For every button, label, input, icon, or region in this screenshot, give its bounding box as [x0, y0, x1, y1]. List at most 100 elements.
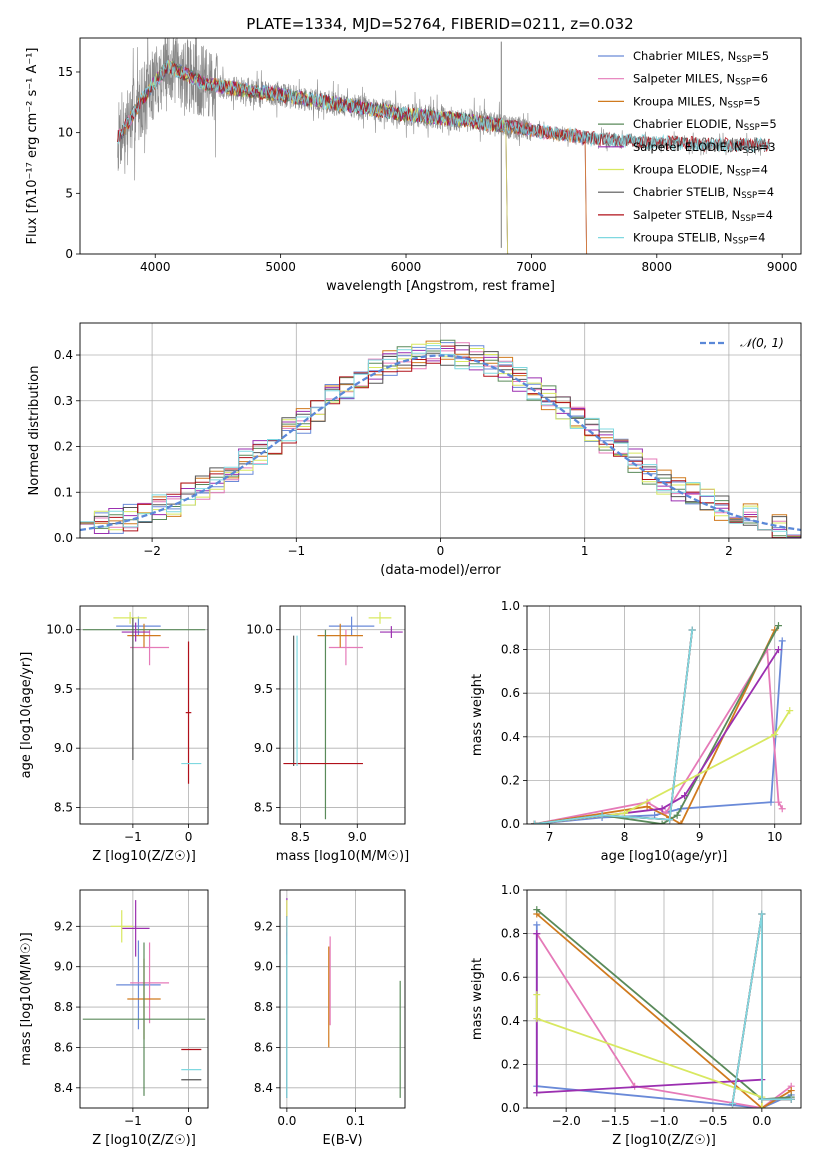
- legend-label-main-7: Salpeter STELIB, N: [633, 208, 740, 222]
- spectrum-ytick-label-2: 10: [58, 126, 73, 140]
- mass-vs-Z-chart: −1 0 8.4 8.6 8.8 9.0 9.2 Z [log10(Z/Z☉)] mass [l…: [19, 889, 209, 1148]
- age-vs-Z-xtick-label-1: 0: [185, 830, 193, 844]
- legend-label-eq-6: =4: [757, 185, 774, 199]
- mass-vs-EBV-ytick-label-3: 9.0: [254, 960, 273, 974]
- age-vs-mass-ytick-label-1: 9.0: [254, 741, 273, 755]
- mass-vs-Z-ytick-label-1: 8.6: [54, 1040, 73, 1054]
- residuals-xlabel: (data-model)/error: [380, 563, 501, 578]
- mass-weight-vs-Z-ylabel: mass weight: [470, 958, 485, 1040]
- age-vs-Z-ytick-label-3: 10.0: [46, 623, 73, 637]
- legend-label-main-2: Kroupa MILES, N: [633, 94, 728, 108]
- mass-vs-EBV-xlabel: E(B-V): [322, 1133, 362, 1148]
- mass-weight-vs-age-series-chabrier-miles-marker-2: [651, 811, 659, 819]
- age-vs-Z-frame: [79, 605, 209, 825]
- mass-weight-vs-Z-xtick-label-2: −1.0: [649, 1114, 678, 1128]
- mass-vs-Z-xtick-label-1: 0: [185, 1114, 193, 1128]
- mass-weight-vs-age-frame: [526, 605, 802, 825]
- legend-label-eq-4: =3: [759, 140, 776, 154]
- legend-label-sub-6: SSP: [741, 191, 757, 201]
- legend-label-main-0: Chabrier MILES, N: [633, 49, 736, 63]
- legend-label-sub-5: SSP: [735, 169, 751, 179]
- mass-weight-vs-age-series-kroupa-stelib-marker-3: [688, 626, 696, 634]
- mass-weight-vs-age-ytick-label-1: 0.2: [501, 773, 520, 787]
- legend-label-3: Chabrier ELODIE, NSSP=5: [633, 117, 777, 133]
- mass-weight-vs-Z-series-salpeter-elodie-marker-0: [533, 930, 541, 938]
- model-spectrum-salpeter-miles: [117, 59, 588, 254]
- mass-vs-EBV-ytick-label-1: 8.6: [254, 1040, 273, 1054]
- mass-weight-vs-age-xtick-label-1: 8: [621, 830, 629, 844]
- mass-weight-vs-age-series-chabrier-miles-marker-4: [767, 798, 775, 806]
- mass-weight-vs-Z-series-kroupa-stelib-marker-1: [758, 910, 766, 918]
- spectrum-ytick-label-0: 0: [65, 247, 73, 261]
- mass-weight-vs-age-series-salpeter-elodie-marker-2: [681, 792, 689, 800]
- legend-label-sub-4: SSP: [743, 146, 759, 156]
- residuals-xtick-label-1: −1: [287, 544, 305, 558]
- spectrum-ytick-label-1: 5: [65, 186, 73, 200]
- mass-weight-vs-Z-xlabel: Z [log10(Z/Z☉)]: [612, 1133, 716, 1148]
- residuals-ytick-label-1: 0.1: [54, 485, 73, 499]
- mass-vs-Z-ylabel: mass [log10(M/M☉)]: [19, 932, 34, 1065]
- residuals-ytick-label-0: 0.0: [54, 531, 73, 545]
- legend-label-2: Kroupa MILES, NSSP=5: [633, 94, 760, 110]
- spectrum-xtick-label-4: 8000: [642, 260, 673, 274]
- mass-vs-Z-ytick-label-4: 9.2: [54, 919, 73, 933]
- mass-weight-vs-Z-xtick-label-4: 0.0: [752, 1114, 771, 1128]
- residuals-ylabel: Normed distribution: [27, 366, 42, 496]
- mass-weight-vs-age-series-chabrier-miles-marker-5: [778, 637, 786, 645]
- mass-vs-EBV-plot-area: [286, 898, 401, 1098]
- mass-vs-Z-frame: [79, 889, 209, 1109]
- mass-weight-vs-Z-series-salpeter-elodie-marker-1: [533, 1089, 541, 1097]
- age-vs-Z-ytick-label-2: 9.5: [54, 682, 73, 696]
- mass-weight-vs-Z-xtick-label-1: −1.5: [601, 1114, 630, 1128]
- legend-label-4: Salpeter ELODIE, NSSP=3: [633, 140, 776, 156]
- legend-label-main-3: Chabrier ELODIE, N: [633, 117, 744, 131]
- legend-label-sub-0: SSP: [736, 55, 752, 65]
- mass-weight-vs-Z-ytick-label-5: 1.0: [501, 883, 520, 897]
- mass-weight-vs-age-series-chabrier-miles-line: [534, 640, 784, 824]
- age-vs-Z-xlabel: Z [log10(Z/Z☉)]: [92, 849, 196, 864]
- legend-label-1: Salpeter MILES, NSSP=6: [633, 72, 768, 88]
- mass-weight-vs-age-series-kroupa-stelib-line: [534, 629, 694, 824]
- age-vs-mass-chart: 8.5 9.0 8.5 9.0 9.5 10.0 mass [log10(M/M☉)]: [246, 605, 409, 864]
- spectrum-xtick-label-0: 4000: [140, 260, 171, 274]
- mass-weight-vs-age-xtick-label-2: 9: [696, 830, 704, 844]
- mass-weight-vs-Z-chart: −2.0 −1.5 −1.0 −0.5 0.0 0.0 0.2 0.4 0.6 0.8 1.0 Z […: [470, 883, 802, 1148]
- mass-weight-vs-age-ylabel: mass weight: [470, 674, 485, 756]
- mass-vs-Z-ytick-label-2: 8.8: [54, 1000, 73, 1014]
- legend-label-main-6: Chabrier STELIB, N: [633, 185, 741, 199]
- legend-label-sub-7: SSP: [740, 214, 756, 224]
- legend-label-8: Kroupa STELIB, NSSP=4: [633, 231, 765, 247]
- mass-weight-vs-Z-series-chabrier-elodie-marker-0: [533, 906, 541, 914]
- mass-weight-vs-age-series-salpeter-elodie-marker-1: [658, 805, 666, 813]
- mass-weight-vs-Z-ytick-label-1: 0.2: [501, 1057, 520, 1071]
- mass-weight-vs-age-ytick-label-0: 0.0: [501, 817, 520, 831]
- mass-weight-vs-Z-xtick-label-3: −0.5: [698, 1114, 727, 1128]
- mass-weight-vs-age-series-kroupa-elodie-marker-1: [621, 809, 629, 817]
- legend-label-eq-3: =5: [760, 117, 777, 131]
- legend-label-eq-2: =5: [743, 94, 760, 108]
- legend-label-eq-0: =5: [752, 49, 769, 63]
- spectrum-chart: 4000 5000 6000 7000 8000 9000 0 5 10 15 wavelength…: [25, 37, 802, 294]
- residuals-ytick-label-3: 0.3: [54, 394, 73, 408]
- mass-weight-vs-age-series-salpeter-elodie-marker-3: [774, 646, 782, 654]
- legend-label-eq-7: =4: [756, 208, 773, 222]
- mass-vs-EBV-ytick-label-0: 8.4: [254, 1081, 273, 1095]
- legend-label-eq-1: =6: [751, 72, 768, 86]
- legend-label-eq-8: =4: [748, 231, 765, 245]
- age-vs-mass-xlabel: mass [log10(M/M☉)]: [276, 849, 409, 864]
- mass-weight-vs-Z-ytick-label-0: 0.0: [501, 1101, 520, 1115]
- mass-weight-vs-Z-series-kroupa-stelib-line: [731, 913, 792, 1104]
- mass-weight-vs-age-ytick-label-2: 0.4: [501, 730, 520, 744]
- mass-weight-vs-age-series-kroupa-stelib-marker-1: [598, 811, 606, 819]
- mass-weight-vs-age-ytick-label-4: 0.8: [501, 643, 520, 657]
- mass-weight-vs-Z-series-kroupa-miles-line: [536, 913, 792, 1108]
- mass-weight-vs-Z-series-kroupa-stelib-marker-3: [787, 1095, 795, 1103]
- model-spectrum-chabrier-miles: [117, 60, 588, 254]
- age-vs-mass-xtick-label-0: 8.5: [291, 830, 310, 844]
- mass-weight-vs-Z-series-salpeter-miles-line: [536, 933, 792, 1108]
- age-vs-Z-chart: −1 0 8.5 9.0 9.5 10.0 Z [log10(Z/Z☉)] age [log1…: [19, 605, 209, 864]
- age-vs-Z-ytick-label-0: 8.5: [54, 800, 73, 814]
- legend-label-sub-2: SSP: [728, 101, 744, 111]
- mass-weight-vs-Z-xtick-label-0: −2.0: [552, 1114, 581, 1128]
